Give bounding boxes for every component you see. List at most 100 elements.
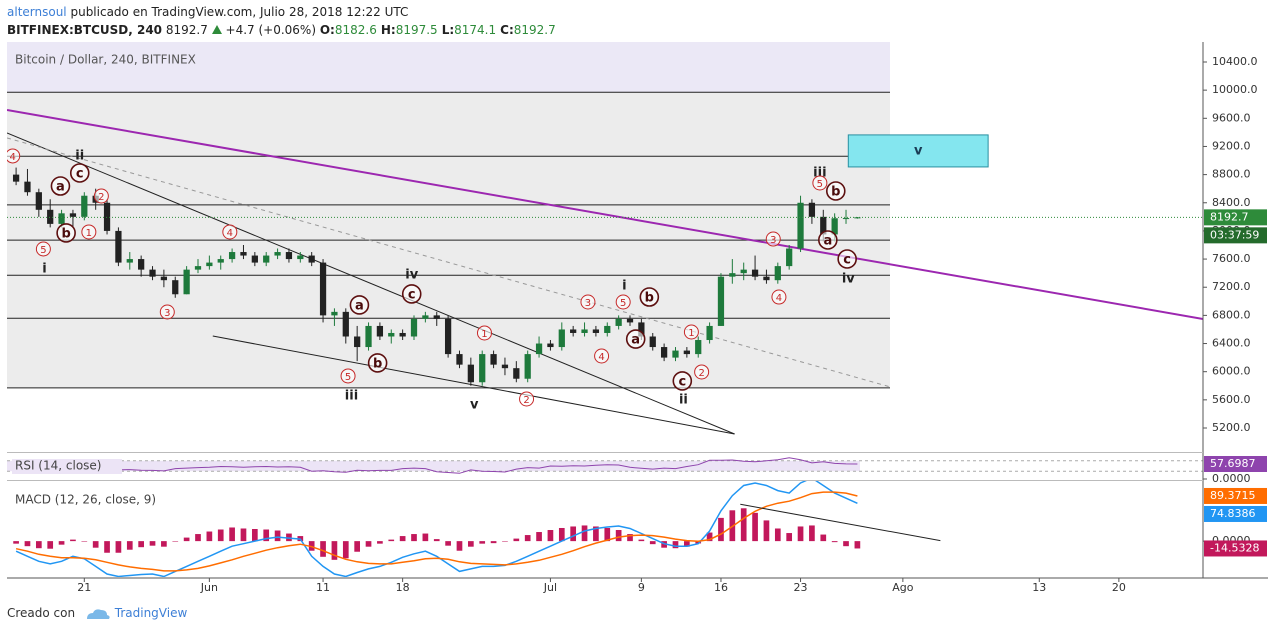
trend-line [7,137,891,388]
published: publicado en TradingView.com, Julio 28, … [70,5,409,19]
y-tick-label: 6000.0 [1212,365,1251,378]
candle-body [501,364,509,369]
macd-histogram-bar [718,517,724,542]
candle-body [183,269,190,295]
quote-label: L: [441,23,455,37]
wave-circle [401,284,422,304]
x-tick-label: Jul [543,581,557,594]
macd-title: MACD (12, 26, close, 9) [15,493,156,507]
quote: O:8182.6 H:8197.5 L:8174.1 C:8192.7 [320,23,560,37]
macd-histogram-bar [740,508,747,542]
x-tick-label: 16 [714,581,728,594]
wave-circle [683,324,699,340]
wave-label: 1 [481,329,487,340]
macd-histogram-bar [513,538,520,542]
candle-body [695,340,702,355]
macd-histogram-bar [115,541,122,553]
wave-circle [694,364,710,380]
wave-label: 5 [817,179,823,190]
candle-body [672,350,679,358]
y-tick-label: 7600.0 [1212,252,1251,265]
wave-circle [93,188,109,204]
quote-label: C: [500,23,514,37]
candle-body [615,318,622,326]
wave-circle [367,353,388,373]
candle-body [138,259,145,270]
candle-body [740,269,747,274]
macd-histogram-bar [593,526,599,542]
countdown-label-bg [1204,227,1267,244]
candle-body [831,218,838,235]
macd-histogram-bar [172,541,179,542]
histogram-last-label-bg [1204,540,1267,557]
candle-body [592,329,600,333]
candle-body [410,318,418,337]
wave-label: v [470,397,479,412]
candle-body [842,218,850,220]
wave-circle [159,304,175,320]
wave-label: a [823,233,832,248]
wave-label: c [76,166,84,181]
candle-body [115,230,122,263]
last-price-label-bg [1204,209,1267,226]
wave-circle [771,289,787,305]
macd-histogram-bar [615,530,622,542]
macd-histogram-bar [24,541,31,547]
histogram-last-label: -14.5328 [1210,541,1259,554]
macd-histogram-bar [809,525,815,542]
top-region [7,42,890,93]
candle-body [444,318,452,355]
author[interactable]: alternsoul [7,5,67,19]
candle-body [763,276,770,281]
candle-body [172,280,179,295]
x-tick-label: 23 [794,581,808,594]
candle-body [297,255,304,260]
macd-histogram-bar [627,534,633,542]
x-tick-label: Ago [892,581,914,594]
candle-body [228,252,236,260]
macd-histogram-bar [138,541,144,548]
x-tick-label: 13 [1032,581,1046,594]
candle-body [422,315,429,319]
macd-histogram-bar [161,541,167,547]
wave-label: c [843,253,851,268]
footer: Creado con TradingView [7,606,187,621]
candle-body [58,213,65,224]
trend-line [7,132,735,435]
wave-label: 4 [598,352,604,363]
y-tick-label: 6800.0 [1212,308,1251,321]
quote-label: O: [319,23,335,37]
candle-body [479,354,486,383]
candle-body [513,368,520,379]
wave-label: a [355,298,364,313]
candle-body [263,255,270,263]
wave-circle [625,329,646,349]
rsi-last-label: 57.6987 [1210,457,1256,470]
wave-label: ii [75,148,84,163]
brand[interactable]: TradingView [114,606,188,620]
wave-label: 4 [227,228,233,239]
candle-body [854,217,861,219]
price-pane-title: Bitcoin / Dollar, 240, BITFINEX [15,53,196,67]
wave-label: 4 [9,152,15,163]
macd-histogram-bar [797,526,804,542]
candle-body [547,343,554,348]
header-line-1: alternsoul publicado en TradingView.com,… [7,3,560,21]
trend-line [7,109,1203,320]
macd-histogram-bar [456,541,463,551]
macd-histogram-bar [240,528,247,542]
header-line-2: BITFINEX:BTCUSD, 240 8192.7 +4.7 (+0.06%… [7,21,560,39]
candle-body [456,354,463,365]
y-tick-label: 7200.0 [1212,280,1251,293]
candle-body [69,213,77,217]
candle-body [604,325,611,333]
candle-body [524,354,531,379]
wave-label: i [622,278,626,293]
candle-body [399,332,406,337]
candle-body [103,202,111,231]
macd-histogram-bar [217,529,224,542]
wave-label: i [42,262,46,277]
candle-body [308,255,315,263]
macd-histogram-bar [536,532,542,542]
macd-histogram-bar [354,541,361,552]
